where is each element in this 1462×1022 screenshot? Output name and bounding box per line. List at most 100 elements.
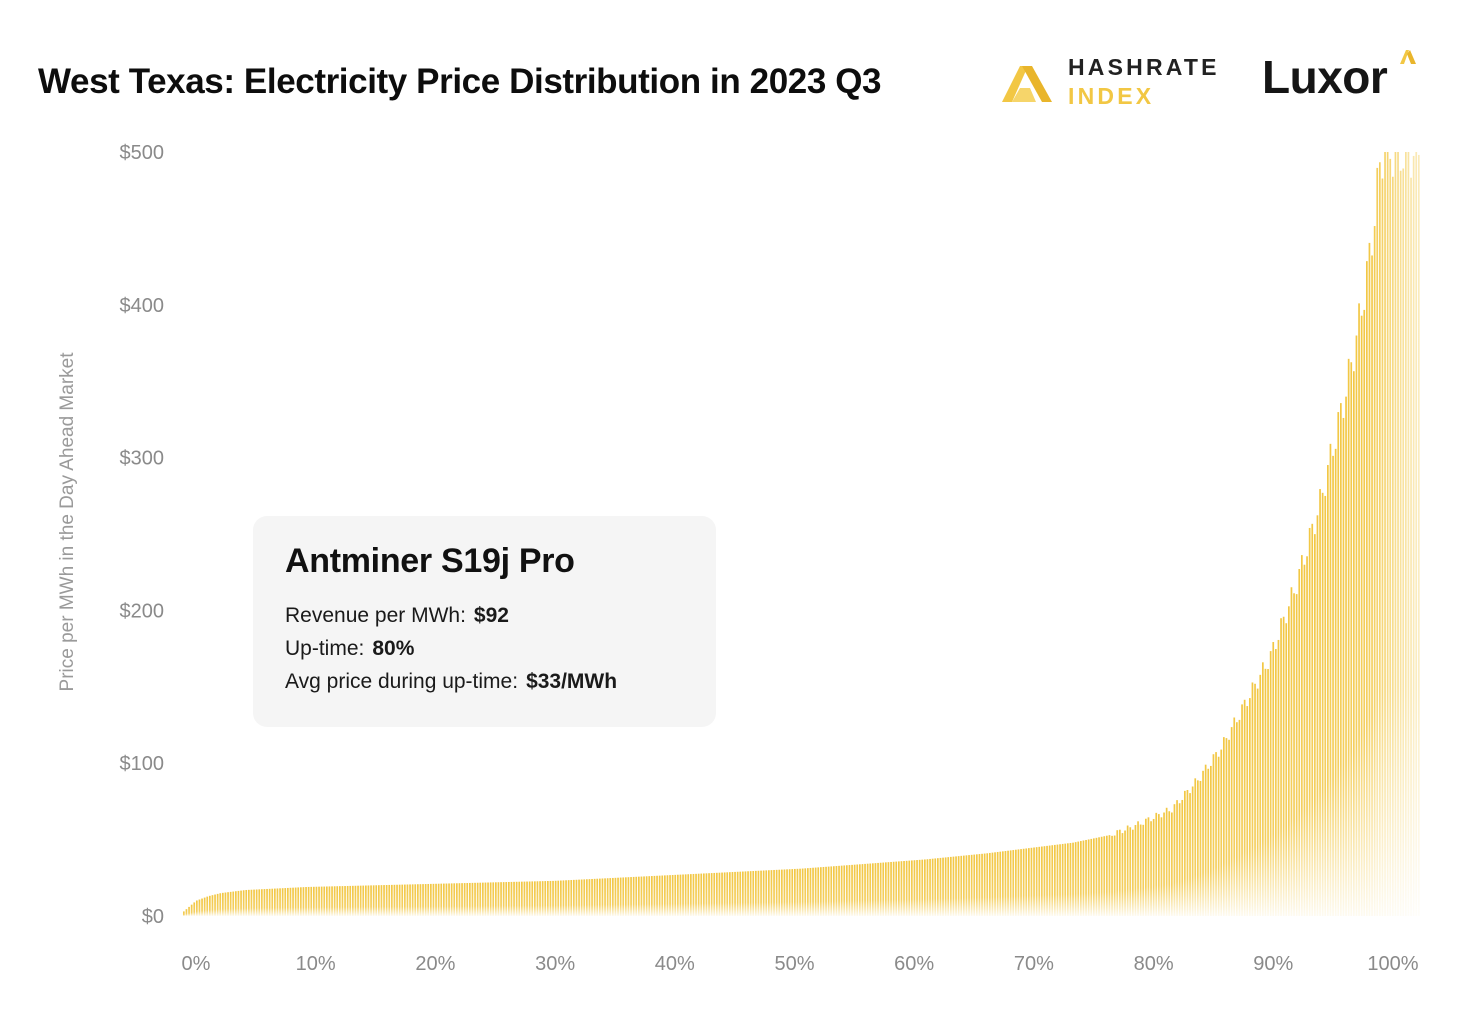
price-bar	[388, 884, 391, 916]
price-bar	[700, 873, 703, 916]
price-bar	[1158, 814, 1160, 916]
price-bar	[601, 878, 604, 916]
price-bar	[1155, 812, 1158, 916]
price-bar	[1051, 845, 1054, 916]
price-bar	[752, 871, 755, 916]
price-bar	[1054, 844, 1056, 916]
price-bar	[1217, 756, 1220, 916]
price-bar	[905, 860, 908, 916]
price-bar	[1189, 793, 1191, 916]
price-bar	[791, 869, 794, 916]
price-bar	[924, 859, 926, 916]
price-bar	[882, 862, 885, 916]
price-bar	[1085, 839, 1087, 916]
price-bar	[757, 870, 760, 916]
price-bar	[825, 866, 827, 916]
price-bar	[617, 877, 619, 916]
price-bar	[237, 890, 240, 916]
price-bar	[653, 875, 656, 916]
x-tick-label: 100%	[1367, 953, 1418, 975]
price-bar	[713, 872, 716, 916]
price-bar	[435, 883, 437, 916]
price-bar	[214, 894, 216, 916]
price-bar	[809, 867, 812, 916]
price-bar	[744, 871, 747, 916]
price-bar	[482, 882, 484, 916]
x-tick-label: 90%	[1253, 953, 1293, 975]
price-bar	[874, 863, 877, 916]
price-bar	[1009, 850, 1012, 916]
price-bar	[276, 888, 279, 916]
price-bar	[669, 875, 671, 916]
price-bar	[1004, 851, 1007, 916]
price-bar	[804, 868, 807, 916]
price-bar	[1150, 821, 1152, 916]
price-bar	[565, 880, 567, 916]
price-bar	[365, 885, 367, 916]
price-bar	[859, 864, 861, 916]
price-bar	[1262, 662, 1264, 916]
price-bar	[1316, 515, 1319, 916]
price-bar	[1160, 817, 1163, 916]
price-bar	[1311, 523, 1314, 916]
price-bar	[931, 858, 934, 916]
price-bar	[786, 869, 788, 916]
price-bar	[643, 876, 645, 916]
price-bar	[848, 865, 851, 916]
price-bar	[445, 883, 448, 916]
price-bar	[393, 884, 396, 916]
price-bar	[1293, 593, 1295, 916]
price-bar	[331, 886, 333, 916]
price-bar	[209, 895, 211, 916]
price-bar	[1282, 616, 1285, 916]
price-bar	[861, 864, 864, 916]
price-bar	[1295, 594, 1298, 916]
price-bar	[692, 873, 695, 916]
price-bar	[547, 881, 549, 916]
price-bar	[1002, 851, 1004, 916]
y-tick-label: $100	[120, 753, 165, 775]
price-bar	[1264, 668, 1267, 916]
price-bar	[258, 889, 261, 916]
price-bar	[1012, 850, 1015, 916]
price-bar	[1035, 847, 1038, 916]
price-bar	[396, 884, 398, 916]
price-bar	[344, 886, 346, 916]
price-bar	[352, 885, 354, 916]
price-bar	[1290, 587, 1293, 916]
price-bar	[895, 861, 898, 916]
price-bar	[996, 851, 999, 916]
price-bar	[1126, 825, 1129, 916]
price-bar	[310, 886, 313, 916]
price-bar	[463, 883, 466, 916]
price-bar	[541, 881, 544, 916]
price-bar	[406, 884, 409, 916]
price-bar	[747, 871, 749, 916]
price-bar	[346, 885, 349, 916]
price-bar	[398, 884, 401, 916]
price-bar	[188, 906, 190, 916]
price-bar	[1033, 847, 1035, 916]
hashrate-index-logo: HASHRATE INDEX	[998, 52, 1228, 112]
price-bar	[705, 873, 708, 916]
price-bar	[872, 863, 874, 916]
price-bar	[1028, 848, 1030, 916]
price-bar	[1342, 417, 1345, 916]
price-bar	[476, 882, 479, 916]
price-bar	[274, 888, 276, 916]
price-bar	[560, 880, 562, 916]
avg-price-row: Avg price during up-time: $33/MWh	[285, 665, 684, 698]
price-bar	[297, 887, 300, 916]
price-bar	[1132, 829, 1134, 916]
price-bar	[271, 888, 274, 916]
price-bar	[521, 881, 523, 916]
price-bar	[440, 883, 443, 916]
price-bar	[1353, 371, 1355, 916]
price-bar	[554, 880, 557, 916]
price-bar	[422, 884, 424, 916]
price-bar	[466, 883, 469, 916]
price-bar	[640, 876, 643, 916]
price-bar	[492, 882, 495, 916]
price-bar	[253, 889, 255, 916]
price-bar	[536, 881, 539, 916]
